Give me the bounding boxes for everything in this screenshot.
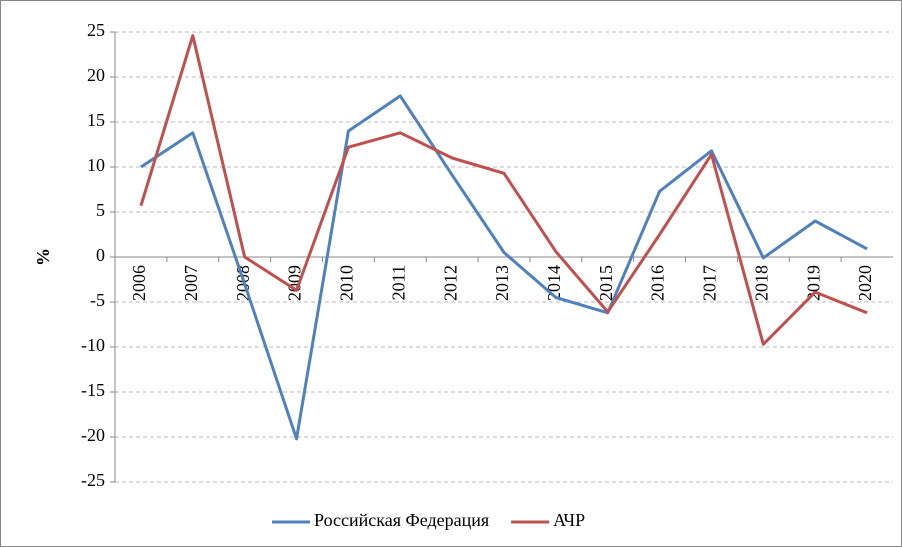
y-tick-label: 5 bbox=[96, 200, 105, 220]
y-tick-label: 20 bbox=[87, 65, 105, 85]
x-tick-label: 2012 bbox=[440, 265, 460, 301]
x-tick-label: 2011 bbox=[388, 265, 408, 300]
x-tick-label: 2006 bbox=[129, 265, 149, 301]
y-tick-label: 15 bbox=[87, 110, 105, 130]
x-tick-label: 2020 bbox=[855, 265, 875, 301]
x-tick-label: 2013 bbox=[492, 265, 512, 301]
y-tick-label: 25 bbox=[87, 20, 105, 40]
y-tick-label: -5 bbox=[90, 290, 105, 310]
series-line bbox=[140, 94, 868, 441]
x-tick-label: 2015 bbox=[596, 265, 616, 301]
x-tick-label: 2009 bbox=[285, 265, 305, 301]
x-tick-label: 2017 bbox=[700, 265, 720, 301]
x-tick-label: 2010 bbox=[337, 265, 357, 301]
y-tick-label: -10 bbox=[81, 335, 105, 355]
x-tick-label: 2018 bbox=[751, 265, 771, 301]
y-axis-label: % bbox=[33, 248, 53, 266]
legend-label: АЧР bbox=[553, 510, 585, 530]
y-tick-label: -20 bbox=[81, 425, 105, 445]
series-line bbox=[139, 34, 868, 346]
y-tick-label: -15 bbox=[81, 380, 105, 400]
y-tick-label: 0 bbox=[96, 245, 105, 265]
y-tick-label: 10 bbox=[87, 155, 105, 175]
x-tick-label: 2016 bbox=[648, 265, 668, 301]
y-tick-label: -25 bbox=[81, 470, 105, 490]
legend-label: Российская Федерация bbox=[314, 510, 489, 530]
x-tick-label: 2007 bbox=[181, 265, 201, 301]
